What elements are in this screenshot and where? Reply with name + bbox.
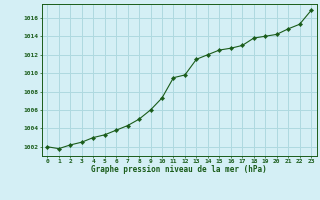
- X-axis label: Graphe pression niveau de la mer (hPa): Graphe pression niveau de la mer (hPa): [91, 165, 267, 174]
